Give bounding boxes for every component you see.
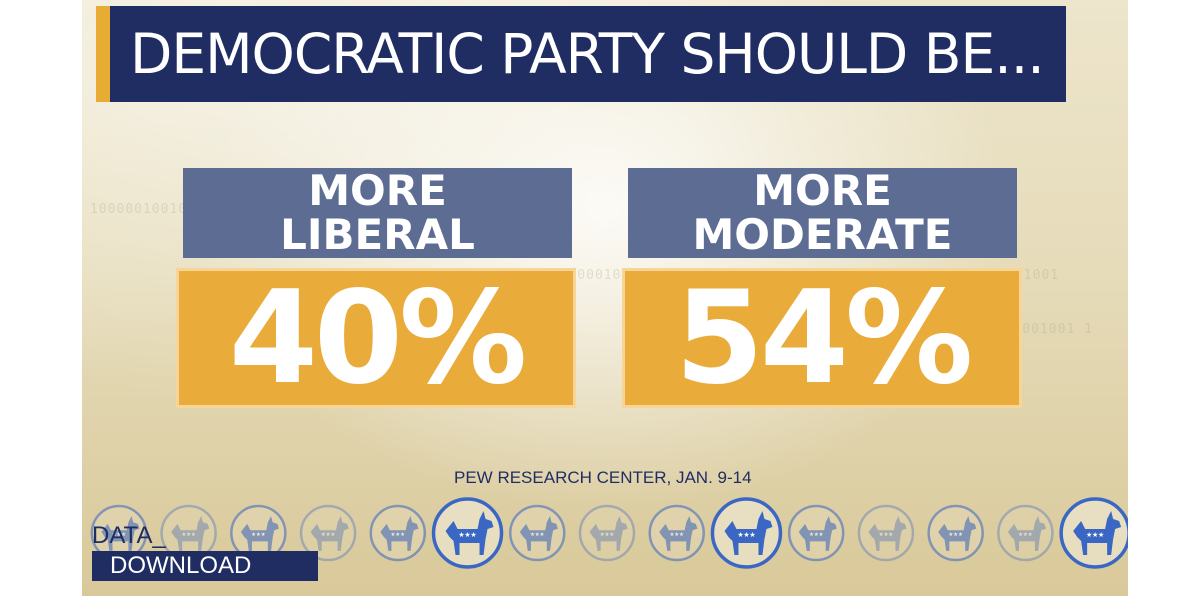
category-label-line1: MORE [308, 166, 447, 215]
svg-text:★: ★ [948, 531, 953, 538]
svg-text:★: ★ [464, 531, 470, 539]
democratic-donkey-icon: ★ ★ ★ [369, 504, 427, 562]
svg-text:★: ★ [1092, 531, 1098, 539]
svg-text:★: ★ [256, 531, 261, 538]
democratic-donkey-icon: ★ ★ ★ [160, 504, 217, 562]
category-label-moderate: MORE MODERATE [628, 168, 1017, 258]
svg-text:★: ★ [1023, 531, 1028, 538]
svg-text:★: ★ [330, 531, 335, 538]
background-digits: 100000100101 [90, 202, 196, 217]
svg-text:★: ★ [814, 531, 819, 538]
svg-text:★: ★ [395, 531, 400, 538]
svg-text:★: ★ [743, 531, 749, 539]
svg-text:★: ★ [609, 531, 614, 538]
source-note: PEW RESEARCH CENTER, JAN. 9-14 [454, 468, 752, 487]
svg-text:★: ★ [605, 531, 610, 538]
chart-title: DEMOCRATIC PARTY SHOULD BE... [130, 22, 1045, 86]
svg-text:★: ★ [186, 531, 191, 538]
svg-text:★: ★ [458, 531, 464, 539]
svg-text:★: ★ [1098, 531, 1104, 539]
svg-text:★: ★ [600, 531, 605, 538]
svg-text:★: ★ [540, 531, 545, 538]
brand-logo-line2: DOWNLOAD [92, 551, 318, 581]
svg-text:★: ★ [737, 531, 743, 539]
democratic-donkey-icon: ★ ★ ★ [90, 504, 148, 562]
value-label: 54% [674, 263, 973, 413]
svg-text:★: ★ [1018, 531, 1023, 538]
svg-text:★: ★ [530, 531, 535, 538]
value-box-liberal: 40% [176, 264, 576, 413]
svg-text:★: ★ [535, 531, 540, 538]
democratic-donkey-icon: ★ ★ ★ [857, 504, 915, 562]
donkey-icon-row: ★ ★ ★ ★ ★ ★ ★ ★ ★ ★ ★ ★ ★ ★ ★ ★ ★ ★ ★ ★ ★ ★ ★ ★ ★ ★ ★ ★ ★ ★ ★ ★ ★ ★ ★ ★ ★ ★ ★ ★… [90, 497, 1128, 569]
democratic-donkey-icon: ★ ★ ★ [997, 504, 1054, 562]
category-label-line1: MORE [753, 166, 892, 215]
democratic-donkey-icon: ★ ★ ★ [927, 504, 984, 562]
svg-text:★: ★ [953, 531, 958, 538]
category-label-line2: LIBERAL [280, 210, 475, 259]
democratic-donkey-icon: ★ ★ ★ [787, 504, 845, 562]
value-label: 40% [228, 263, 527, 413]
category-label-line2: MODERATE [692, 210, 953, 259]
svg-text:★: ★ [749, 531, 755, 539]
democratic-donkey-icon: ★ ★ ★ [431, 497, 504, 569]
democratic-donkey-icon: ★ ★ ★ [578, 504, 636, 562]
svg-text:★: ★ [191, 531, 196, 538]
svg-text:★: ★ [674, 531, 679, 538]
svg-text:★: ★ [321, 531, 326, 538]
svg-text:★: ★ [669, 531, 674, 538]
svg-text:★: ★ [251, 531, 256, 538]
svg-text:★: ★ [400, 531, 405, 538]
svg-text:★: ★ [116, 531, 121, 538]
svg-text:★: ★ [883, 531, 888, 538]
svg-text:★: ★ [181, 531, 186, 538]
democratic-donkey-icon: ★ ★ ★ [1059, 497, 1128, 569]
svg-text:★: ★ [121, 531, 126, 538]
svg-text:★: ★ [818, 531, 823, 538]
svg-text:★: ★ [679, 531, 684, 538]
democratic-donkey-icon: ★ ★ ★ [648, 504, 705, 562]
infographic: 100000100101 0001 101001 1000001001 1 10… [82, 0, 1128, 596]
svg-text:★: ★ [1028, 531, 1033, 538]
svg-text:★: ★ [470, 531, 476, 539]
category-label-liberal: MORE LIBERAL [183, 168, 572, 258]
brand-logo-line1: DATA_ [92, 522, 166, 549]
title-bar: DEMOCRATIC PARTY SHOULD BE... [96, 6, 1066, 102]
svg-text:★: ★ [326, 531, 331, 538]
svg-text:★: ★ [958, 531, 963, 538]
svg-text:★: ★ [391, 531, 396, 538]
svg-text:★: ★ [1086, 531, 1092, 539]
democratic-donkey-icon: ★ ★ ★ [710, 497, 783, 569]
democratic-donkey-icon: ★ ★ ★ [509, 504, 566, 562]
svg-text:★: ★ [888, 531, 893, 538]
svg-text:★: ★ [809, 531, 814, 538]
svg-text:★: ★ [112, 531, 117, 538]
democratic-donkey-icon: ★ ★ ★ [299, 504, 357, 562]
svg-text:★: ★ [261, 531, 266, 538]
svg-text:★: ★ [879, 531, 884, 538]
value-box-moderate: 54% [622, 264, 1022, 413]
